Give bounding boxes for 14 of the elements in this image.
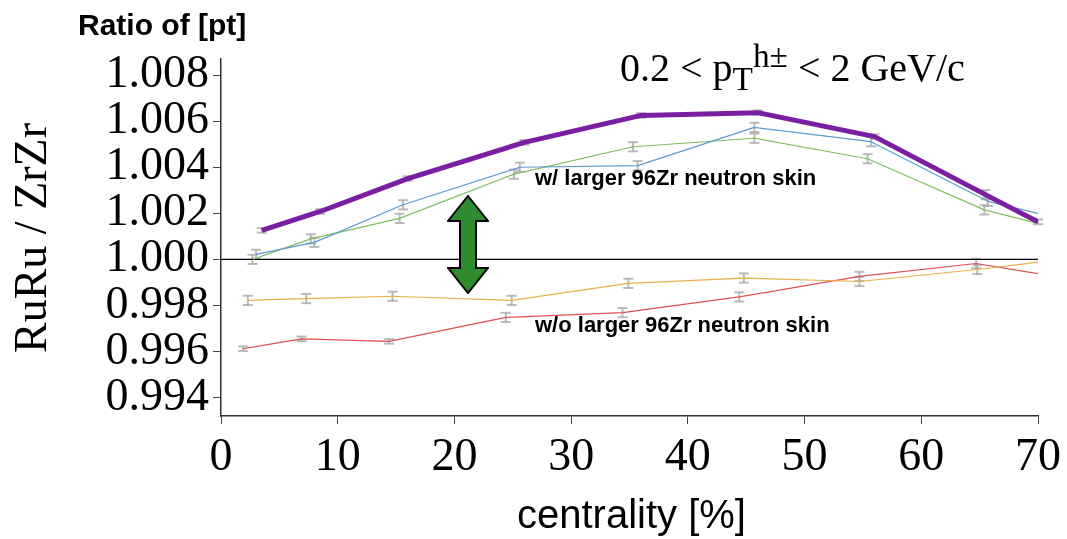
x-tick-label: 70 — [1015, 428, 1061, 480]
text: Ratio of [pt] — [78, 8, 247, 42]
x-tick-label: 60 — [898, 428, 945, 480]
x-tick-label: 10 — [314, 428, 361, 480]
x-tick-label: 40 — [664, 428, 711, 480]
x-axis-title: centrality [%] — [517, 492, 746, 536]
x-tick-label: 0 — [209, 428, 233, 480]
annotation: w/o larger 96Zr neutron skin — [535, 312, 830, 338]
y-axis-title: RuRu / ZrZr — [3, 122, 57, 353]
x-tick-label: 20 — [431, 428, 478, 480]
x-tick-label: 30 — [548, 428, 595, 480]
x-tick-label: 50 — [781, 428, 828, 480]
annotation: w/ larger 96Zr neutron skin — [535, 165, 817, 191]
chart-title: 0.2 < p$_{T}$$^{h±}$ < 2 GeV/c — [620, 34, 965, 102]
